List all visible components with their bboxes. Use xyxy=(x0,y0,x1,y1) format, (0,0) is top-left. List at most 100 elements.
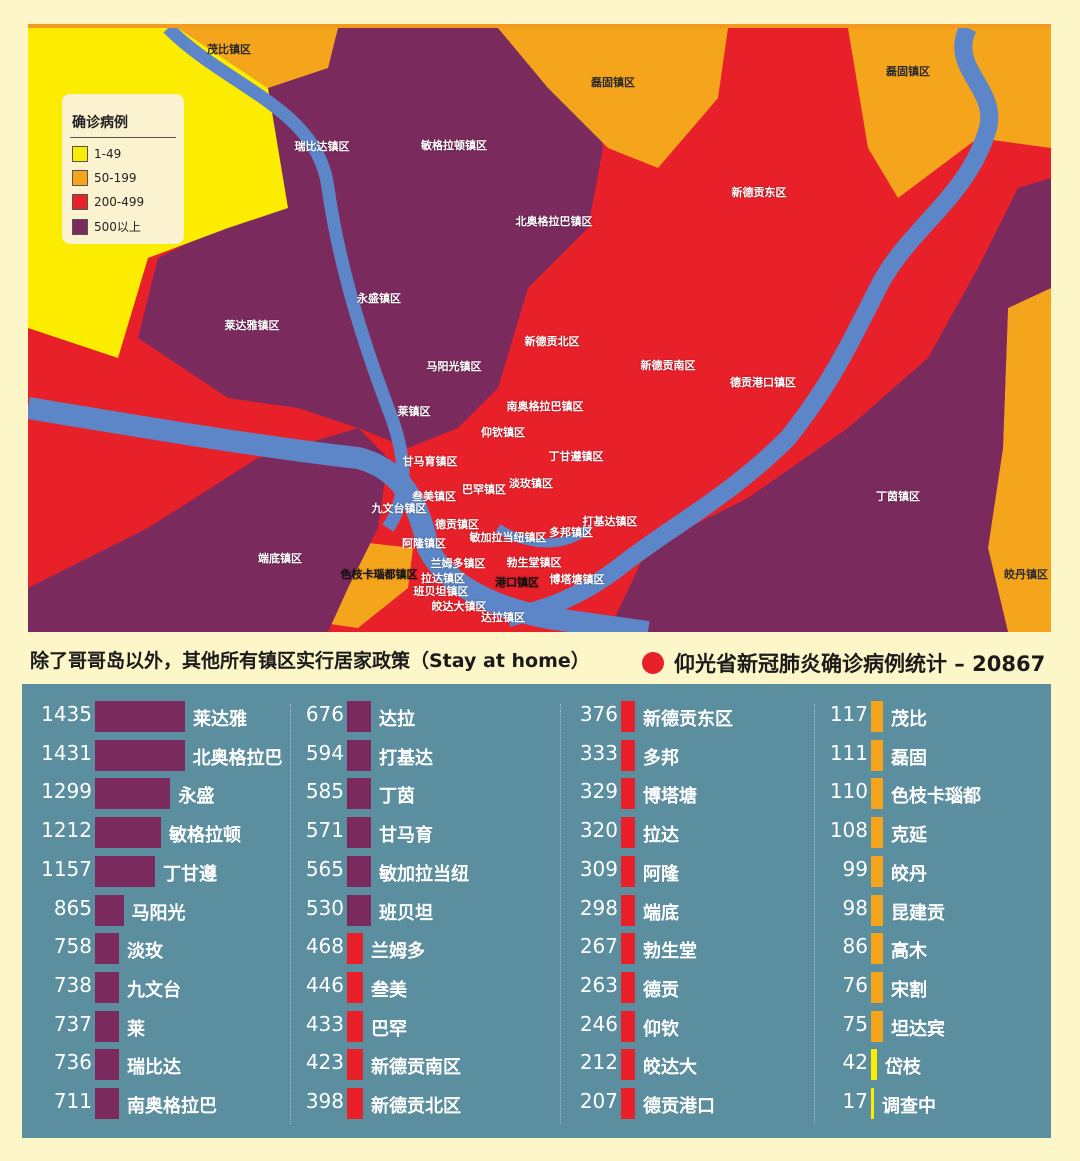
case-count: 738 xyxy=(53,972,92,997)
district-row: 594 打基达 xyxy=(304,737,554,771)
district-name: 坦达宾 xyxy=(891,1018,945,1040)
district-row: 738 九文台 xyxy=(34,969,284,1003)
river-hlaing xyxy=(163,28,410,532)
case-count: 263 xyxy=(579,972,618,997)
case-count: 207 xyxy=(579,1089,618,1113)
map-label-district: 瑞比达镇区 xyxy=(294,140,350,153)
case-bar xyxy=(95,1088,119,1119)
district-name: 博塔塘 xyxy=(643,786,697,808)
case-bar xyxy=(871,1010,883,1042)
case-count: 110 xyxy=(829,779,868,804)
map-label-district: 博塔塘镇区 xyxy=(549,573,605,586)
case-bar xyxy=(621,894,635,926)
map-label-district: 打基达镇区 xyxy=(582,515,638,528)
case-bar xyxy=(95,855,156,887)
map-label-district: 永盛镇区 xyxy=(357,292,401,305)
region-purple-thanlyin xyxy=(608,178,1051,632)
map-label-district: 多邦镇区 xyxy=(549,526,593,539)
district-row: 212 皎达大 xyxy=(578,1046,828,1081)
district-row: 309 阿隆 xyxy=(578,853,828,887)
legend-item: 1-49 xyxy=(72,146,121,162)
district-name: 新德贡南区 xyxy=(371,1057,461,1079)
case-count: 594 xyxy=(305,740,344,765)
total-cases-title: 仰光省新冠肺炎确诊病例统计 – 20867 xyxy=(674,652,1046,676)
map-label-district: 端底镇区 xyxy=(258,552,302,565)
case-count: 446 xyxy=(305,972,344,997)
district-cases-panel: 1435 莱达雅 1431 北奥格拉巴 1299 永盛 1212 敏格拉顿 1157 丁甘遵 865… xyxy=(22,684,1051,1138)
district-row: 329 博塔塘 xyxy=(578,775,828,810)
case-bar xyxy=(347,1088,363,1119)
map-label-district: 拉达镇区 xyxy=(421,572,465,585)
region-orange-seikgyi xyxy=(323,543,413,628)
district-name: 北奥格拉巴 xyxy=(192,747,283,769)
case-bar xyxy=(347,1049,363,1081)
case-count: 736 xyxy=(53,1050,92,1075)
district-row: 571 甘马育 xyxy=(304,814,554,849)
case-count: 117 xyxy=(829,702,868,726)
district-row: 758 淡玫 xyxy=(34,930,284,965)
yangon-district-map: 茂比镇区 磊固镇区 磊固镇区 瑞比达镇区 敏格拉顿镇区 新德贡东区 北奥格拉巴镇区 永盛镇区莱… xyxy=(28,24,1051,632)
case-bar xyxy=(621,971,635,1003)
district-name: 昆建贡 xyxy=(891,902,945,924)
case-count: 565 xyxy=(305,856,344,881)
case-count: 530 xyxy=(305,895,344,920)
case-bar xyxy=(871,739,883,771)
case-count: 398 xyxy=(305,1089,344,1113)
case-count: 333 xyxy=(579,740,618,765)
map-label-district: 巴罕镇区 xyxy=(462,483,506,496)
district-row: 736 瑞比达 xyxy=(34,1046,284,1081)
case-count: 329 xyxy=(579,779,618,804)
case-bar xyxy=(871,701,883,732)
column-divider xyxy=(560,704,561,1124)
district-row: 1157 丁甘遵 xyxy=(34,853,284,887)
case-count: 758 xyxy=(53,934,92,959)
district-name: 岱枝 xyxy=(885,1057,921,1079)
case-count: 376 xyxy=(579,702,618,726)
district-row: 1212 敏格拉顿 xyxy=(34,814,284,849)
case-bar xyxy=(871,1049,877,1081)
map-label-district: 阿隆镇区 xyxy=(402,537,446,550)
district-row: 76 宋割 xyxy=(828,969,1078,1003)
case-bar xyxy=(95,739,185,771)
case-bar xyxy=(621,817,635,849)
district-name: 新德贡东区 xyxy=(643,709,733,730)
map-label-district: 磊固镇区 xyxy=(886,65,930,78)
case-count: 246 xyxy=(579,1011,618,1036)
legend-label: 50-199 xyxy=(94,171,137,185)
district-row: 585 丁茵 xyxy=(304,775,554,810)
map-label-district: 甘马育镇区 xyxy=(402,455,458,468)
district-row: 1431 北奥格拉巴 xyxy=(34,737,284,771)
case-count: 865 xyxy=(53,895,92,920)
map-label-district: 淡玫镇区 xyxy=(509,477,553,490)
case-bar xyxy=(871,971,883,1003)
district-row: 433 巴罕 xyxy=(304,1008,554,1042)
case-count: 585 xyxy=(305,779,344,804)
district-name: 甘马育 xyxy=(379,825,433,847)
case-bar xyxy=(347,894,371,926)
case-bar xyxy=(871,855,883,887)
case-count: 423 xyxy=(305,1050,344,1075)
district-row: 86 高木 xyxy=(828,930,1078,965)
case-bar xyxy=(95,1010,119,1042)
legend-swatch-red xyxy=(72,194,88,210)
stay-at-home-caption: 除了哥哥岛以外，其他所有镇区实行居家政策（Stay at home） xyxy=(30,650,590,672)
map-label-district: 仰钦镇区 xyxy=(481,426,525,439)
case-count: 1212 xyxy=(41,818,92,843)
case-count: 111 xyxy=(829,740,868,765)
region-orange-maubin xyxy=(178,28,338,88)
district-row: 75 坦达宾 xyxy=(828,1008,1078,1042)
district-name: 宋割 xyxy=(891,979,927,1001)
district-row: 423 新德贡南区 xyxy=(304,1046,554,1081)
map-label-district: 班贝坦镇区 xyxy=(413,585,469,598)
district-name: 新德贡北区 xyxy=(371,1096,461,1117)
case-bar xyxy=(95,971,119,1003)
legend-item: 50-199 xyxy=(72,170,137,186)
district-name: 班贝坦 xyxy=(379,902,433,924)
case-bar xyxy=(347,739,371,771)
case-bar xyxy=(347,701,371,732)
district-row: 246 仰钦 xyxy=(578,1008,828,1042)
case-count: 42 xyxy=(842,1050,868,1075)
district-row: 398 新德贡北区 xyxy=(304,1085,554,1119)
district-row: 111 磊固 xyxy=(828,737,1078,771)
case-count: 212 xyxy=(579,1050,618,1075)
